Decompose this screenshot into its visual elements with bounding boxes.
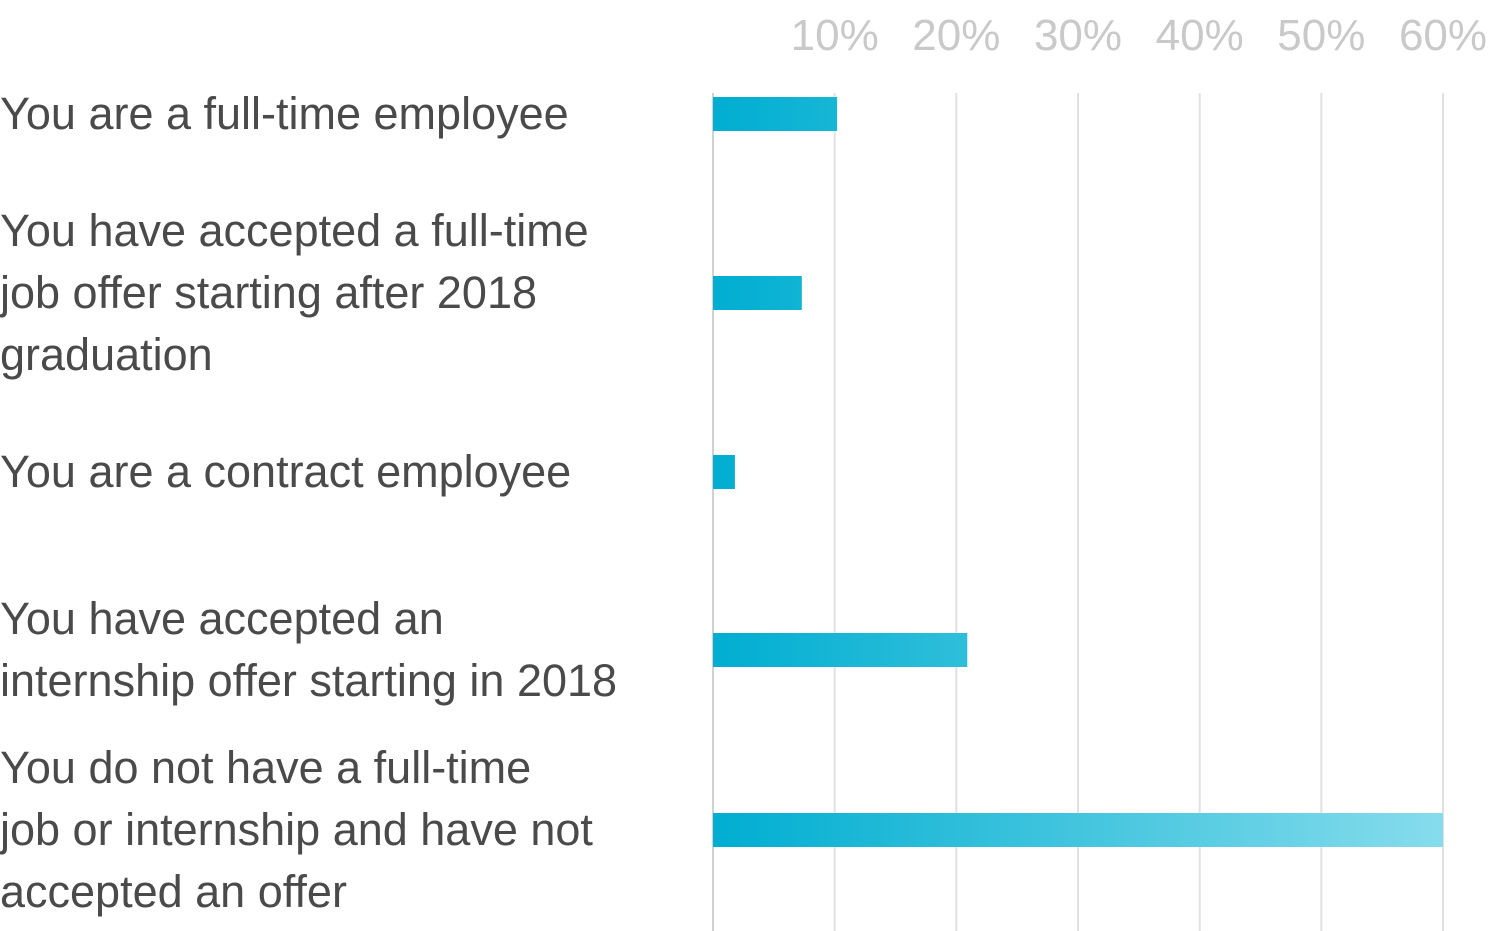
category-label: You do not have a full-time job or intern… xyxy=(0,742,593,917)
bar xyxy=(713,813,1443,847)
category-label-line: You are a full-time employee xyxy=(0,88,569,139)
bars xyxy=(713,97,1443,847)
gridlines xyxy=(712,93,1444,931)
x-tick-label: 30% xyxy=(1034,11,1122,60)
category-label-line: graduation xyxy=(0,329,213,380)
x-tick-label: 50% xyxy=(1277,11,1365,60)
category-label-line: internship offer starting in 2018 xyxy=(0,655,617,706)
bar xyxy=(713,276,802,310)
x-tick-labels: 10% 20% 30% 40% 50% 60% xyxy=(791,11,1487,60)
category-label-line: job offer starting after 2018 xyxy=(0,267,537,318)
category-label-line: You do not have a full-time xyxy=(0,742,531,793)
category-label: You have accepted a full-time job offer s… xyxy=(0,205,589,380)
bar xyxy=(713,455,735,489)
bar xyxy=(713,633,968,667)
category-label-line: You are a contract employee xyxy=(0,446,571,497)
x-tick-label: 20% xyxy=(912,11,1000,60)
x-tick-label: 60% xyxy=(1399,11,1487,60)
category-label: You have accepted an internship offer sta… xyxy=(0,593,617,706)
category-label-line: job or internship and have not xyxy=(0,804,593,855)
category-label: You are a contract employee xyxy=(0,446,571,497)
x-tick-label: 10% xyxy=(791,11,879,60)
category-label-line: accepted an offer xyxy=(0,866,347,917)
category-labels: You are a full-time employee You have acc… xyxy=(0,88,617,917)
category-label: You are a full-time employee xyxy=(0,88,569,139)
category-label-line: You have accepted an xyxy=(0,593,444,644)
category-label-line: You have accepted a full-time xyxy=(0,205,589,256)
x-tick-label: 40% xyxy=(1156,11,1244,60)
bar xyxy=(713,97,838,131)
